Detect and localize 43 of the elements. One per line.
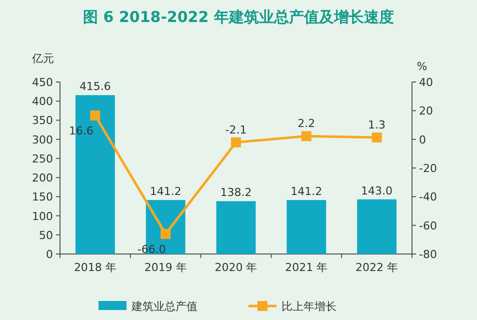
y-tick-label: 450 <box>32 76 53 89</box>
y-tick-label: 150 <box>32 190 53 204</box>
y-tick-label: 250 <box>32 152 53 166</box>
data-label: 2.2 <box>298 117 316 130</box>
legend-label: 建筑业总产值 <box>130 300 198 313</box>
x-tick-label: 2018 年 <box>74 261 116 274</box>
point <box>231 137 241 148</box>
y-tick-label: 400 <box>32 95 53 108</box>
y-tick-label: 0 <box>46 248 53 261</box>
data-label: 141.2 <box>290 185 322 198</box>
y2-tick-label: 20 <box>419 104 433 118</box>
x-tick-label: 2019 年 <box>144 261 187 274</box>
y2-tick-label: -80 <box>419 248 437 261</box>
y-tick-label: 300 <box>32 133 53 146</box>
y-tick-label: 350 <box>32 114 53 128</box>
y-tick-label: 100 <box>32 210 53 223</box>
y2-tick-label: -20 <box>419 162 437 175</box>
legend-label: 比上年增长 <box>282 300 336 313</box>
point <box>301 131 312 142</box>
chart-title: 图 6 2018-2022 年建筑业总产值及增长速度 <box>83 8 394 26</box>
x-tick-label: 2020 年 <box>214 261 258 274</box>
y-tick-label: 50 <box>39 228 53 242</box>
bar <box>216 201 256 254</box>
y2-tick-label: -60 <box>419 219 437 232</box>
data-label: 138.2 <box>220 186 252 200</box>
y2-tick-label: 0 <box>419 133 426 146</box>
y2-axis-title: % <box>416 60 428 73</box>
y-tick-label: 200 <box>32 172 53 185</box>
point <box>372 132 382 142</box>
x-tick-label: 2022 年 <box>356 261 398 274</box>
data-label: 141.2 <box>150 185 182 198</box>
point <box>90 110 100 121</box>
y-axis-title: 亿元 <box>31 52 54 65</box>
x-tick-label: 2021 年 <box>285 261 328 274</box>
data-label: 143.0 <box>361 184 393 198</box>
y2-tick-label: 40 <box>419 76 433 89</box>
bar <box>357 199 397 254</box>
data-label: 415.6 <box>79 80 111 94</box>
data-label: 1.3 <box>368 118 386 132</box>
data-label: -2.1 <box>225 123 247 136</box>
y2-tick-label: -40 <box>419 190 437 204</box>
point <box>160 228 171 239</box>
bar <box>286 200 326 254</box>
